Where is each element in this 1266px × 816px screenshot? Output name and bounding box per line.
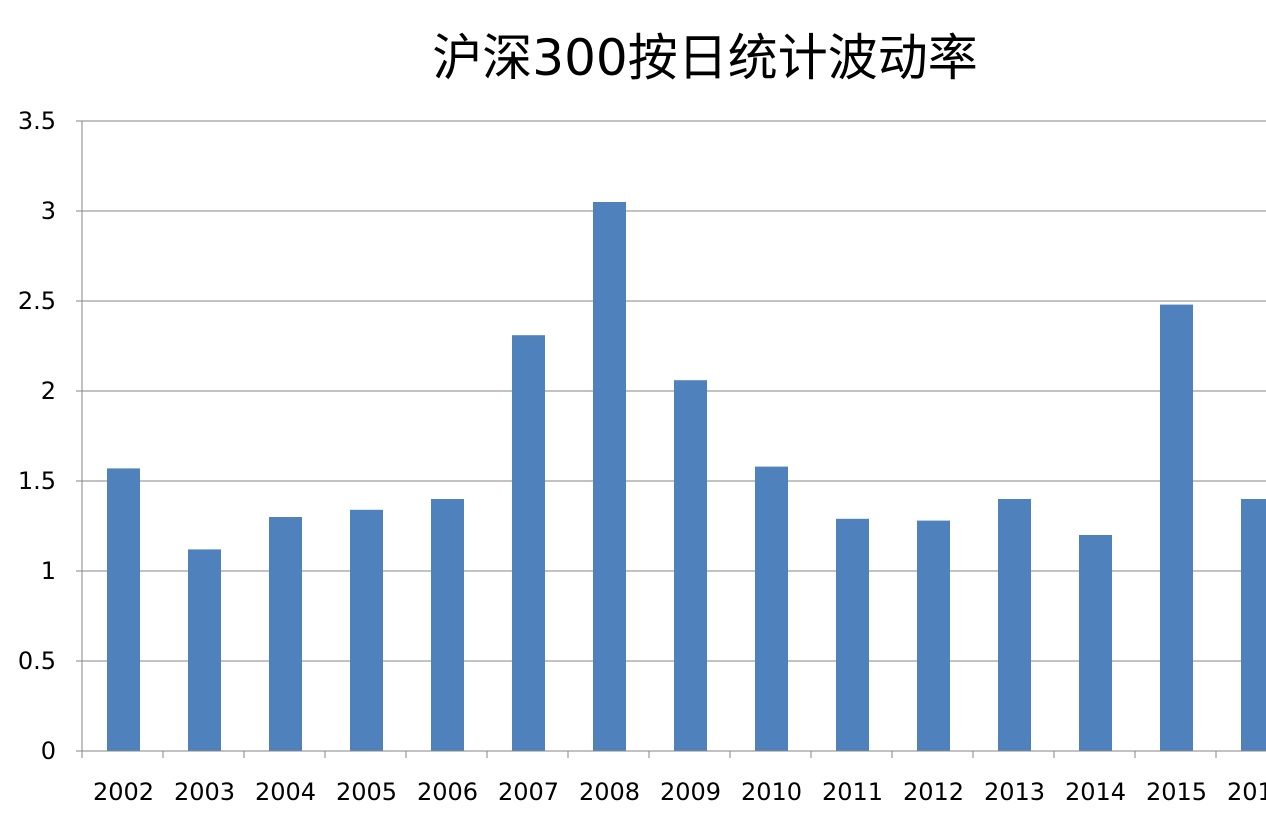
bar-2015: [1160, 304, 1193, 751]
x-tick-label: 2005: [336, 778, 397, 806]
bar-2014: [1079, 535, 1112, 751]
y-tick-label: 2: [41, 377, 56, 405]
y-tick-label: 0: [41, 737, 56, 765]
x-tick-label: 2011: [822, 778, 883, 806]
y-tick-label: 3.5: [18, 107, 56, 135]
bar-2009: [674, 380, 707, 751]
tick-labels: 0 0.5 1 1.5 2 2.5 3 3.5 2002 2003 2004 2005 2006 2007…: [18, 107, 1266, 806]
x-tick-label: 2009: [660, 778, 721, 806]
x-tick-label: 2012: [903, 778, 964, 806]
bar-2013: [998, 499, 1031, 751]
y-tick-label: 1: [41, 557, 56, 585]
bar-2016: [1241, 499, 1266, 751]
bar-2002: [107, 468, 140, 751]
bar-2004: [269, 517, 302, 751]
bar-2008: [593, 202, 626, 751]
x-tick-label: 2016: [1227, 778, 1266, 806]
bar-2010: [755, 466, 788, 751]
x-tick-label: 2004: [255, 778, 316, 806]
x-tick-label: 2014: [1065, 778, 1126, 806]
x-tick-label: 2006: [417, 778, 478, 806]
bars: [107, 202, 1266, 751]
y-tick-label: 0.5: [18, 647, 56, 675]
x-tick-label: 2013: [984, 778, 1045, 806]
chart-title: 沪深300按日统计波动率: [432, 29, 978, 87]
bar-2007: [512, 335, 545, 751]
y-tick-label: 2.5: [18, 287, 56, 315]
y-tick-label: 1.5: [18, 467, 56, 495]
axes: [76, 120, 1266, 758]
x-tick-label: 2003: [174, 778, 235, 806]
x-tick-label: 2010: [741, 778, 802, 806]
bar-2012: [917, 520, 950, 751]
x-tick-label: 2007: [498, 778, 559, 806]
bar-2011: [836, 518, 869, 751]
x-tick-label: 2008: [579, 778, 640, 806]
bar-2006: [431, 499, 464, 751]
y-tick-label: 3: [41, 197, 56, 225]
x-tick-label: 2015: [1146, 778, 1207, 806]
bar-2003: [188, 549, 221, 751]
bar-2005: [350, 509, 383, 751]
x-tick-label: 2002: [93, 778, 154, 806]
